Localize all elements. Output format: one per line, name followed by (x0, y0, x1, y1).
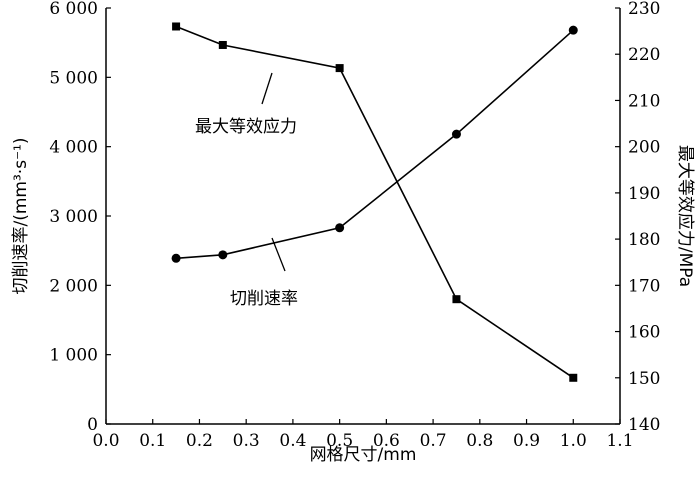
x-tick-label: 0.0 (92, 431, 119, 451)
x-tick-label: 0.9 (513, 431, 540, 451)
series-layer (171, 22, 578, 382)
y-left-ticks: 0 1 000 2 000 3 000 4 000 5 000 6 000 (49, 0, 111, 435)
y-right-tick-label: 190 (628, 184, 660, 204)
annotation-leader-rate (271, 237, 286, 272)
annotation-max-stress: 最大等效应力 (195, 117, 297, 137)
x-tick-label: 0.3 (233, 431, 260, 451)
x-tick-label: 0.5 (326, 431, 353, 451)
y-right-tick-label: 230 (628, 0, 660, 19)
x-ticks: 0.0 0.1 0.2 0.3 0.4 0.5 0.6 0.7 0.8 0.9 1.0 1.1 (92, 419, 634, 451)
data-point-max-stress (218, 40, 227, 49)
data-point-max-stress (569, 373, 578, 382)
y-right-tick-label: 220 (628, 45, 660, 65)
annotation-cutting-rate: 切削速率 (230, 289, 298, 309)
x-tick-label: 0.1 (139, 431, 166, 451)
x-tick-label: 0.2 (186, 431, 213, 451)
y-right-tick-label: 160 (628, 323, 660, 343)
x-tick-label: 1.0 (560, 431, 587, 451)
y-axis-left-title: 切削速率/(mm³·s⁻¹) (11, 138, 31, 295)
y-left-tick-label: 1 000 (49, 346, 98, 366)
series-line-max-stress (175, 25, 574, 379)
y-right-tick-label: 150 (628, 369, 660, 389)
data-point-cutting-rate (451, 129, 461, 139)
y-left-tick-label: 5 000 (49, 68, 98, 88)
x-tick-label: 0.7 (420, 431, 447, 451)
x-tick-label: 1.1 (606, 431, 633, 451)
data-point-cutting-rate (568, 25, 578, 35)
y-left-tick-label: 4 000 (49, 138, 98, 158)
data-point-cutting-rate (335, 223, 345, 233)
y-right-tick-label: 210 (628, 91, 660, 111)
x-tick-label: 0.8 (466, 431, 493, 451)
y-right-tick-label: 170 (628, 276, 660, 296)
y-right-tick-label: 180 (628, 230, 660, 250)
y-left-tick-label: 6 000 (49, 0, 98, 19)
x-tick-label: 0.6 (373, 431, 400, 451)
y-right-ticks: 140 150 160 170 180 190 200 210 220 230 (615, 0, 660, 435)
y-left-tick-label: 0 (87, 415, 98, 435)
data-point-max-stress (335, 64, 344, 73)
data-point-max-stress (172, 22, 181, 31)
data-point-max-stress (452, 295, 461, 304)
y-right-tick-label: 140 (628, 415, 660, 435)
y-left-tick-label: 3 000 (49, 207, 98, 227)
y-axis-right-title: 最大等效应力/MPa (675, 145, 695, 287)
y-right-tick-label: 200 (628, 138, 660, 158)
data-point-cutting-rate (218, 250, 228, 260)
y-left-tick-label: 2 000 (49, 276, 98, 296)
annotation-leader-stress (261, 72, 273, 105)
x-axis-title: 网格尺寸/mm (310, 445, 417, 465)
data-point-cutting-rate (171, 253, 181, 263)
series-line-cutting-rate (176, 29, 574, 260)
x-tick-label: 0.4 (279, 431, 306, 451)
